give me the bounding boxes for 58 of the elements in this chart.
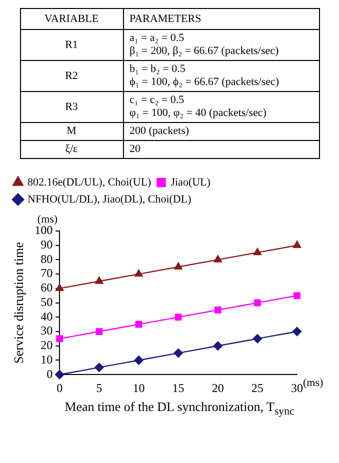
point [135, 320, 142, 328]
point [134, 269, 143, 277]
point [56, 335, 64, 342]
point [174, 348, 183, 358]
text: VARIABLE [20, 8, 123, 30]
x-axis-title: Mean time of the DL synchronization, T$_{sync}$ [64, 399, 296, 418]
y-axis-title: Service disruption time [11, 242, 26, 364]
legend-label: NFHO(UL/DL), Jiao(DL), Choi(DL) [28, 193, 192, 206]
y-tick-label: 30 [40, 324, 53, 338]
text: ξ/ε [20, 140, 123, 158]
point [214, 306, 222, 314]
x-tick-label: 0 [56, 380, 63, 395]
text: PARAMETERS [123, 8, 319, 30]
text: 20 [123, 140, 319, 158]
y-tick-label: 20 [40, 338, 53, 352]
point [174, 314, 182, 321]
x-tick-label: 5 [96, 380, 102, 395]
y-tick-label: 0 [46, 366, 53, 381]
y-tick-label: 100 [34, 223, 53, 238]
y-tick-label: 80 [40, 252, 53, 266]
text: b₁ = b₂ = 0.5 ϕ₁ = 100, ϕ₂ = 66.67 (packets/sec) [123, 60, 319, 92]
text: R1 [20, 30, 123, 60]
point [294, 292, 300, 300]
y-tick-label: 70 [40, 266, 53, 280]
x-tick-label: 10 [132, 380, 145, 395]
text: R3 [20, 92, 123, 122]
point [252, 334, 262, 344]
y-tick-label: 90 [40, 238, 53, 252]
point [95, 276, 104, 284]
text: R2 [20, 60, 123, 92]
point [56, 284, 64, 292]
text: M [20, 122, 123, 140]
point [253, 248, 262, 256]
x-tick-label: 25 [251, 380, 264, 395]
text: c₁ = c₂ = 0.5 φ₁ = 100, φ₂ = 40 (packets/sec) [123, 92, 319, 122]
point [55, 370, 64, 380]
point [174, 262, 182, 270]
point [214, 255, 222, 262]
point [213, 341, 222, 350]
text: 200 (packets) [123, 122, 319, 140]
point [292, 240, 302, 248]
y-tick-label: 10 [40, 352, 53, 366]
x-tick-label: 15 [172, 380, 184, 395]
point [94, 362, 104, 372]
point [292, 326, 302, 336]
text: (ms) [37, 213, 58, 226]
y-tick-label: 60 [40, 280, 53, 295]
legend-label: Jiao(UL) [170, 176, 211, 188]
point [96, 328, 103, 335]
point [254, 299, 261, 306]
text: a₁ = a₂ = 0.5 β₁ = 200, β₂ = 66.67 (packets/sec) [123, 30, 319, 60]
x-tick-label: 30 [291, 380, 303, 395]
x-tick-label: 20 [212, 380, 224, 395]
legend-label: 802.16e(DL/UL), Choi(UL) [28, 176, 152, 188]
text: (ms) [303, 376, 324, 389]
y-tick-label: 40 [40, 309, 53, 324]
y-tick-label: 50 [40, 294, 53, 309]
point [134, 356, 144, 365]
